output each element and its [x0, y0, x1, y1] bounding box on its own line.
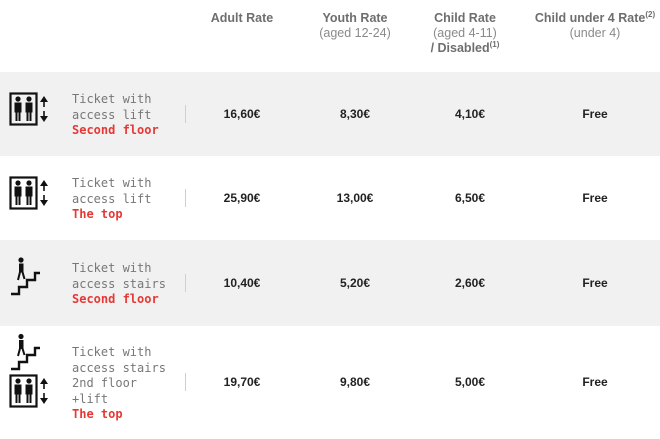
adult-price: 25,90€: [223, 191, 261, 205]
youth-price: 9,80€: [339, 375, 371, 389]
header-child-name: Child Rate: [434, 11, 496, 25]
header-youth-rate: Youth Rate (aged 12-24): [305, 11, 405, 41]
header-under4-rate: Child under 4 Rate(2) (under 4): [530, 9, 660, 41]
column-divider: [185, 189, 186, 207]
column-divider: [185, 274, 186, 292]
label-line: +lift: [72, 391, 109, 406]
footnote-1: (1): [489, 39, 500, 49]
youth-price: 13,00€: [336, 191, 374, 205]
header-adult-rate: Adult Rate: [192, 11, 292, 26]
under4-price: Free: [582, 107, 608, 121]
footnote-2: (2): [645, 9, 656, 19]
lift-icon: [9, 92, 48, 126]
adult-price: 10,40€: [223, 276, 261, 290]
destination-label: The top: [72, 207, 123, 221]
row-icons: [9, 256, 55, 296]
header-adult-name: Adult Rate: [210, 11, 274, 25]
row-icons: [9, 176, 55, 210]
header-youth-name: Youth Rate: [322, 11, 388, 25]
label-line: 2nd floor: [72, 376, 138, 390]
label-line: access stairs: [72, 276, 166, 291]
child-price: 5,00€: [454, 375, 486, 389]
header-under4-sub: (under 4): [569, 26, 621, 40]
child-price: 2,60€: [454, 276, 486, 290]
label-line: Ticket with: [72, 92, 152, 106]
label-line: Ticket with: [72, 176, 152, 190]
youth-price: 5,20€: [339, 276, 371, 290]
destination-label: The top: [72, 407, 123, 421]
adult-price: 16,60€: [223, 107, 261, 121]
youth-price: 8,30€: [339, 107, 371, 121]
table-row: Ticket with access lift The top 25,90€ 1…: [0, 156, 660, 240]
child-price: 4,10€: [454, 107, 486, 121]
table-header: Adult Rate Youth Rate (aged 12-24) Child…: [0, 0, 660, 72]
header-youth-sub: (aged 12-24): [319, 26, 391, 40]
under4-price: Free: [582, 276, 608, 290]
column-divider: [185, 373, 186, 391]
header-child-name2-wrap: / Disabled(1): [410, 39, 520, 56]
ticket-label: Ticket with access stairs 2nd floor +lif…: [72, 345, 166, 423]
lift-icon: [9, 374, 48, 408]
child-price: 6,50€: [454, 191, 486, 205]
lift-icon: [9, 176, 48, 210]
stairs-icon: [11, 333, 40, 371]
label-line: Ticket with: [72, 345, 152, 359]
header-under4-name-wrap: Child under 4 Rate(2): [530, 9, 660, 26]
header-child-sub: (aged 4-11): [433, 26, 497, 40]
label-line: Ticket with: [72, 261, 152, 275]
destination-label: Second floor: [72, 292, 159, 306]
header-under4-name: Child under 4 Rate: [534, 11, 646, 25]
row-icons: [9, 333, 55, 408]
table-row: Ticket with access stairs Second floor 1…: [0, 240, 660, 326]
under4-price: Free: [582, 191, 608, 205]
adult-price: 19,70€: [223, 375, 261, 389]
under4-price: Free: [582, 375, 608, 389]
ticket-label: Ticket with access stairs Second floor: [72, 261, 166, 308]
table-row: Ticket with access stairs 2nd floor +lif…: [0, 326, 660, 439]
destination-label: Second floor: [72, 123, 159, 137]
ticket-label: Ticket with access lift Second floor: [72, 92, 159, 139]
label-line: access stairs: [72, 360, 166, 375]
label-line: access lift: [72, 107, 152, 122]
row-icons: [9, 92, 55, 126]
stairs-icon: [11, 257, 40, 296]
column-divider: [185, 105, 186, 123]
ticket-label: Ticket with access lift The top: [72, 176, 151, 223]
header-child-name2: / Disabled: [430, 41, 490, 55]
label-line: access lift: [72, 191, 152, 206]
table-row: Ticket with access lift Second floor 16,…: [0, 72, 660, 156]
header-child-rate: Child Rate (aged 4-11) / Disabled(1): [410, 11, 520, 56]
